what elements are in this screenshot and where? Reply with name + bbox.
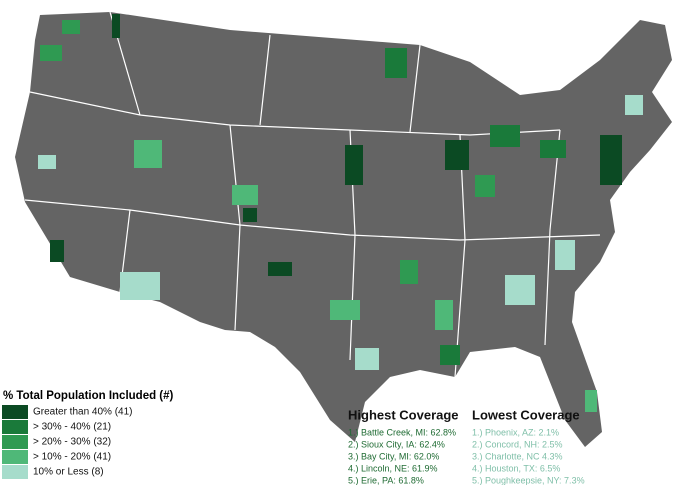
legend-title: % Total Population Included (#) [3, 390, 174, 402]
us-map [15, 12, 672, 447]
list-item: 2.) Concord, NH: 2.5% [472, 439, 563, 449]
list-item: 5.) Poughkeepsie, NY: 7.3% [472, 475, 585, 485]
list-item: 1.) Phoenix, AZ: 2.1% [472, 427, 559, 437]
list-item: 1.) Battle Creek, MI: 62.8% [348, 427, 456, 437]
list-item: 3.) Bay City, MI: 62.0% [348, 451, 439, 461]
legend-label: > 30% - 40% (21) [33, 422, 111, 433]
legend-swatch [2, 405, 28, 419]
coverage-regions [38, 14, 643, 412]
list-title: Lowest Coverage [472, 407, 580, 422]
coverage-lists: Highest Coverage 1.) Battle Creek, MI: 62… [348, 407, 585, 485]
list-item: 3.) Charlotte, NC 4.3% [472, 451, 563, 461]
legend: % Total Population Included (#) Greater … [2, 390, 174, 479]
list-item: 4.) Lincoln, NE: 61.9% [348, 463, 438, 473]
list-item: 4.) Houston, TX: 6.5% [472, 463, 560, 473]
legend-swatch [2, 450, 28, 464]
legend-label: > 20% - 30% (32) [33, 437, 111, 448]
list-item: 5.) Erie, PA: 61.8% [348, 475, 424, 485]
list-item: 2.) Sioux City, IA: 62.4% [348, 439, 445, 449]
legend-label: > 10% - 20% (41) [33, 452, 111, 463]
list-title: Highest Coverage [348, 407, 459, 422]
legend-label: 10% or Less (8) [33, 467, 104, 478]
legend-swatch [2, 465, 28, 479]
legend-swatch [2, 435, 28, 449]
legend-label: Greater than 40% (41) [33, 407, 133, 418]
legend-swatch [2, 420, 28, 434]
